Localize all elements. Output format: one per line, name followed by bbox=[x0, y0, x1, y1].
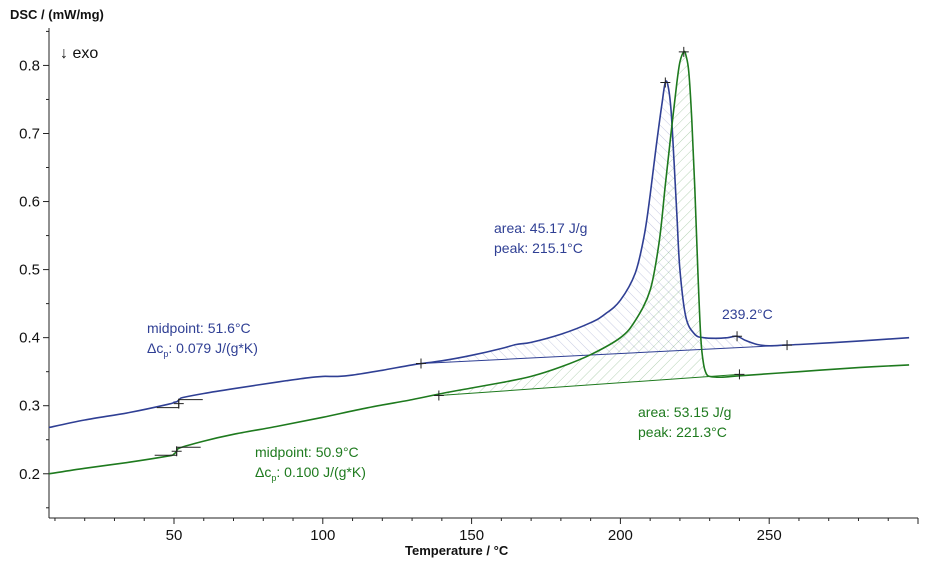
blue-area-label: area: 45.17 J/g bbox=[494, 220, 588, 236]
green-peak-marker bbox=[678, 46, 689, 57]
green-delta-cp-label: Δcp: 0.100 J/(g*K) bbox=[255, 464, 366, 483]
blue-baseline-start-marker bbox=[416, 358, 427, 369]
x-tick-label: 100 bbox=[310, 527, 335, 544]
y-tick-label: 0.6 bbox=[19, 194, 40, 211]
y-tick-label: 0.4 bbox=[19, 330, 40, 347]
blue-small-peak-label: 239.2°C bbox=[722, 306, 773, 322]
green-baseline-start-marker bbox=[433, 390, 444, 401]
blue-series-line bbox=[48, 80, 910, 429]
x-tick-label: 200 bbox=[608, 527, 633, 544]
x-axis-title: Temperature / °C bbox=[405, 543, 509, 558]
green-glass-transition-annotation: midpoint: 50.9°C Δcp: 0.100 J/(g*K) bbox=[255, 442, 366, 488]
blue-peak-marker bbox=[660, 77, 671, 88]
y-tick-label: 0.8 bbox=[19, 57, 40, 74]
y-tick-label: 0.2 bbox=[19, 466, 40, 483]
green-area-label: area: 53.15 J/g bbox=[638, 404, 732, 420]
green-peak-label: peak: 221.3°C bbox=[638, 424, 727, 440]
green-peak-annotation: area: 53.15 J/g peak: 221.3°C bbox=[638, 402, 731, 442]
exo-direction-label: ↓ exo bbox=[60, 45, 99, 62]
x-tick-label: 250 bbox=[757, 527, 782, 544]
green-series-line bbox=[48, 50, 910, 475]
green-baseline-end-marker bbox=[734, 369, 745, 380]
green-peak-baseline bbox=[438, 373, 740, 396]
y-tick-label: 0.3 bbox=[19, 398, 40, 415]
x-tick-label: 50 bbox=[166, 527, 183, 544]
blue-glass-transition-annotation: midpoint: 51.6°C Δcp: 0.079 J/(g*K) bbox=[147, 318, 258, 364]
blue-peak-baseline bbox=[420, 344, 788, 365]
y-axis-title: DSC / (mW/mg) bbox=[10, 7, 104, 22]
blue-peak-annotation: area: 45.17 J/g peak: 215.1°C bbox=[494, 218, 587, 258]
blue-small-peak-marker bbox=[732, 331, 743, 342]
blue-midpoint-marker bbox=[173, 398, 184, 409]
x-tick-label: 150 bbox=[459, 527, 484, 544]
y-tick-label: 0.5 bbox=[19, 262, 40, 279]
blue-midpoint-label: midpoint: 51.6°C bbox=[147, 320, 251, 336]
green-midpoint-label: midpoint: 50.9°C bbox=[255, 444, 359, 460]
blue-peak-label: peak: 215.1°C bbox=[494, 240, 583, 256]
green-midpoint-marker bbox=[171, 446, 182, 457]
y-tick-label: 0.7 bbox=[19, 125, 40, 142]
blue-delta-cp-label: Δcp: 0.079 J/(g*K) bbox=[147, 340, 258, 359]
blue-baseline-end-marker bbox=[782, 340, 793, 351]
